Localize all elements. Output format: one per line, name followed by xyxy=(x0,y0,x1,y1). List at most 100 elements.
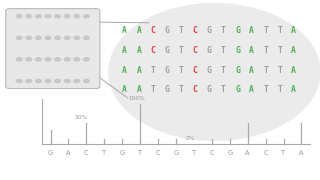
Circle shape xyxy=(84,58,89,61)
Text: T: T xyxy=(277,66,282,75)
Circle shape xyxy=(64,15,70,18)
Text: G: G xyxy=(164,66,170,75)
Text: A: A xyxy=(136,46,141,55)
Text: T: T xyxy=(150,86,156,94)
Text: T: T xyxy=(221,66,226,75)
Circle shape xyxy=(26,36,32,39)
Text: G: G xyxy=(207,26,212,35)
Circle shape xyxy=(45,79,51,83)
Text: G: G xyxy=(164,86,170,94)
Circle shape xyxy=(26,58,32,61)
Circle shape xyxy=(55,15,60,18)
Text: A: A xyxy=(122,46,127,55)
Text: A: A xyxy=(291,66,296,75)
Circle shape xyxy=(36,36,41,39)
Text: C: C xyxy=(150,46,156,55)
Text: A: A xyxy=(299,150,304,156)
Text: C: C xyxy=(193,66,198,75)
Circle shape xyxy=(16,58,22,61)
Text: A: A xyxy=(136,86,141,94)
Text: A: A xyxy=(66,150,71,156)
Text: A: A xyxy=(249,86,254,94)
Circle shape xyxy=(64,79,70,83)
Circle shape xyxy=(74,36,80,39)
Text: C: C xyxy=(193,26,198,35)
Circle shape xyxy=(74,79,80,83)
Text: T: T xyxy=(192,150,196,156)
Text: G: G xyxy=(235,86,240,94)
Circle shape xyxy=(55,36,60,39)
Text: A: A xyxy=(136,66,141,75)
Text: T: T xyxy=(102,150,106,156)
Text: A: A xyxy=(122,66,127,75)
Text: 50%: 50% xyxy=(75,115,88,120)
Text: 0%: 0% xyxy=(186,136,196,141)
Text: G: G xyxy=(227,150,232,156)
Text: C: C xyxy=(156,150,160,156)
Text: T: T xyxy=(263,66,268,75)
Text: C: C xyxy=(210,150,214,156)
Circle shape xyxy=(55,58,60,61)
Text: A: A xyxy=(122,86,127,94)
Text: A: A xyxy=(291,26,296,35)
Text: G: G xyxy=(235,66,240,75)
Circle shape xyxy=(84,36,89,39)
Text: G: G xyxy=(235,46,240,55)
Text: T: T xyxy=(179,86,184,94)
Text: T: T xyxy=(138,150,142,156)
Text: A: A xyxy=(136,26,141,35)
Text: G: G xyxy=(207,46,212,55)
Text: A: A xyxy=(249,26,254,35)
Circle shape xyxy=(36,15,41,18)
Text: T: T xyxy=(282,150,285,156)
Text: A: A xyxy=(249,46,254,55)
Text: G: G xyxy=(207,86,212,94)
Text: G: G xyxy=(164,26,170,35)
Circle shape xyxy=(74,15,80,18)
FancyBboxPatch shape xyxy=(6,9,100,89)
Circle shape xyxy=(26,15,32,18)
Circle shape xyxy=(84,79,89,83)
Circle shape xyxy=(36,58,41,61)
Circle shape xyxy=(64,58,70,61)
Circle shape xyxy=(64,36,70,39)
Text: G: G xyxy=(235,26,240,35)
Text: C: C xyxy=(193,46,198,55)
Circle shape xyxy=(84,15,89,18)
Text: T: T xyxy=(263,46,268,55)
Text: C: C xyxy=(263,150,268,156)
Text: G: G xyxy=(120,150,125,156)
Ellipse shape xyxy=(109,4,320,140)
Circle shape xyxy=(45,58,51,61)
Text: A: A xyxy=(122,26,127,35)
Text: T: T xyxy=(221,86,226,94)
Circle shape xyxy=(36,79,41,83)
Text: G: G xyxy=(164,46,170,55)
Text: T: T xyxy=(179,66,184,75)
Text: T: T xyxy=(150,66,156,75)
Circle shape xyxy=(26,79,32,83)
Circle shape xyxy=(16,79,22,83)
Circle shape xyxy=(45,36,51,39)
Text: C: C xyxy=(84,150,89,156)
Circle shape xyxy=(74,58,80,61)
Text: C: C xyxy=(193,86,198,94)
Text: T: T xyxy=(263,26,268,35)
Text: G: G xyxy=(207,66,212,75)
Circle shape xyxy=(16,15,22,18)
Circle shape xyxy=(55,79,60,83)
Text: T: T xyxy=(221,46,226,55)
Text: T: T xyxy=(277,46,282,55)
Text: G: G xyxy=(48,150,53,156)
Text: A: A xyxy=(249,66,254,75)
Text: A: A xyxy=(245,150,250,156)
Text: T: T xyxy=(221,26,226,35)
Text: T: T xyxy=(277,86,282,94)
Text: T: T xyxy=(179,46,184,55)
Circle shape xyxy=(16,36,22,39)
Text: G: G xyxy=(173,150,179,156)
Text: A: A xyxy=(291,86,296,94)
Text: 100%: 100% xyxy=(129,96,145,101)
Text: A: A xyxy=(291,46,296,55)
Circle shape xyxy=(45,15,51,18)
